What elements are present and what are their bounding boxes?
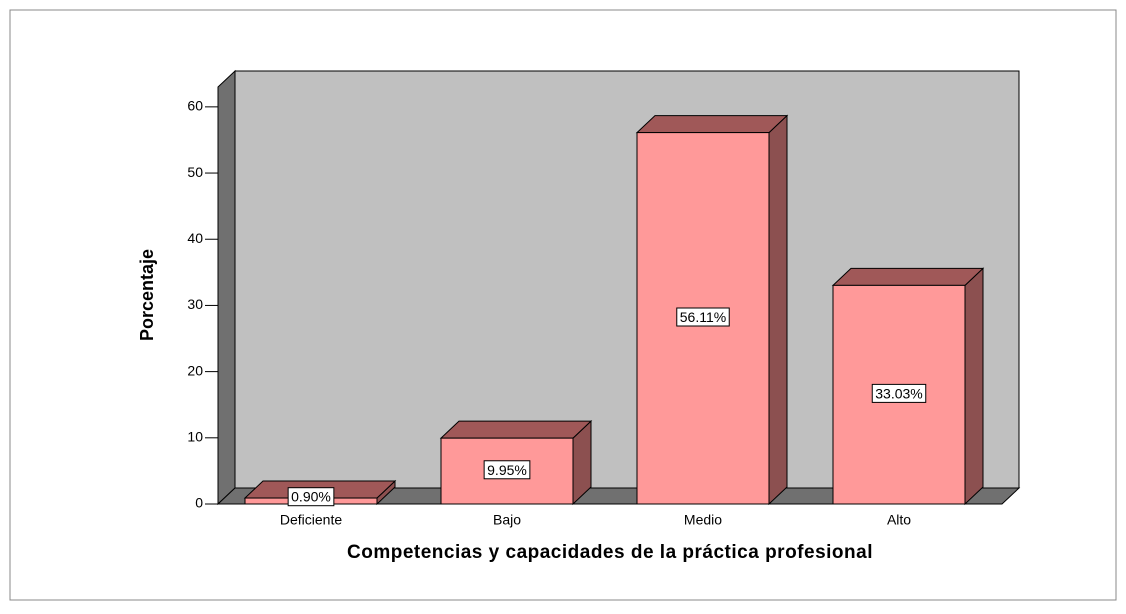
x-tick-label: Deficiente: [280, 512, 342, 528]
bar-top: [831, 267, 985, 286]
bar-side: [768, 114, 788, 506]
bar-top: [439, 420, 593, 439]
bar-top: [635, 115, 789, 134]
y-tick-label: 40: [187, 230, 203, 246]
data-label-box: [287, 487, 335, 507]
x-tick-label: Bajo: [493, 512, 521, 528]
data-label: 0.90%: [291, 489, 331, 505]
data-label-box: [483, 460, 531, 480]
y-tick-label: 50: [187, 164, 203, 180]
left-wall: [217, 69, 236, 506]
plot-area: 0 10 20 30 40 50 60 0.90% Deficiente 9.95% Bajo 56.…: [187, 69, 1021, 528]
y-tick-label: 20: [187, 362, 203, 378]
y-axis-label: Porcentaje: [137, 249, 157, 341]
x-tick-label: Medio: [684, 512, 722, 528]
x-tick-label: Alto: [887, 512, 911, 528]
data-label: 56.11%: [680, 309, 726, 325]
data-label-box: [676, 307, 730, 327]
data-label-box: [871, 383, 927, 403]
bar-side: [964, 267, 984, 506]
y-tick-label: 10: [187, 429, 203, 445]
x-axis-label: Competencias y capacidades de la práctic…: [347, 542, 873, 563]
y-tick-label: 30: [187, 296, 203, 312]
y-tick-label: 0: [195, 495, 203, 511]
data-label: 33.03%: [875, 385, 922, 401]
data-label: 9.95%: [487, 462, 527, 478]
y-tick-label: 60: [187, 98, 203, 114]
